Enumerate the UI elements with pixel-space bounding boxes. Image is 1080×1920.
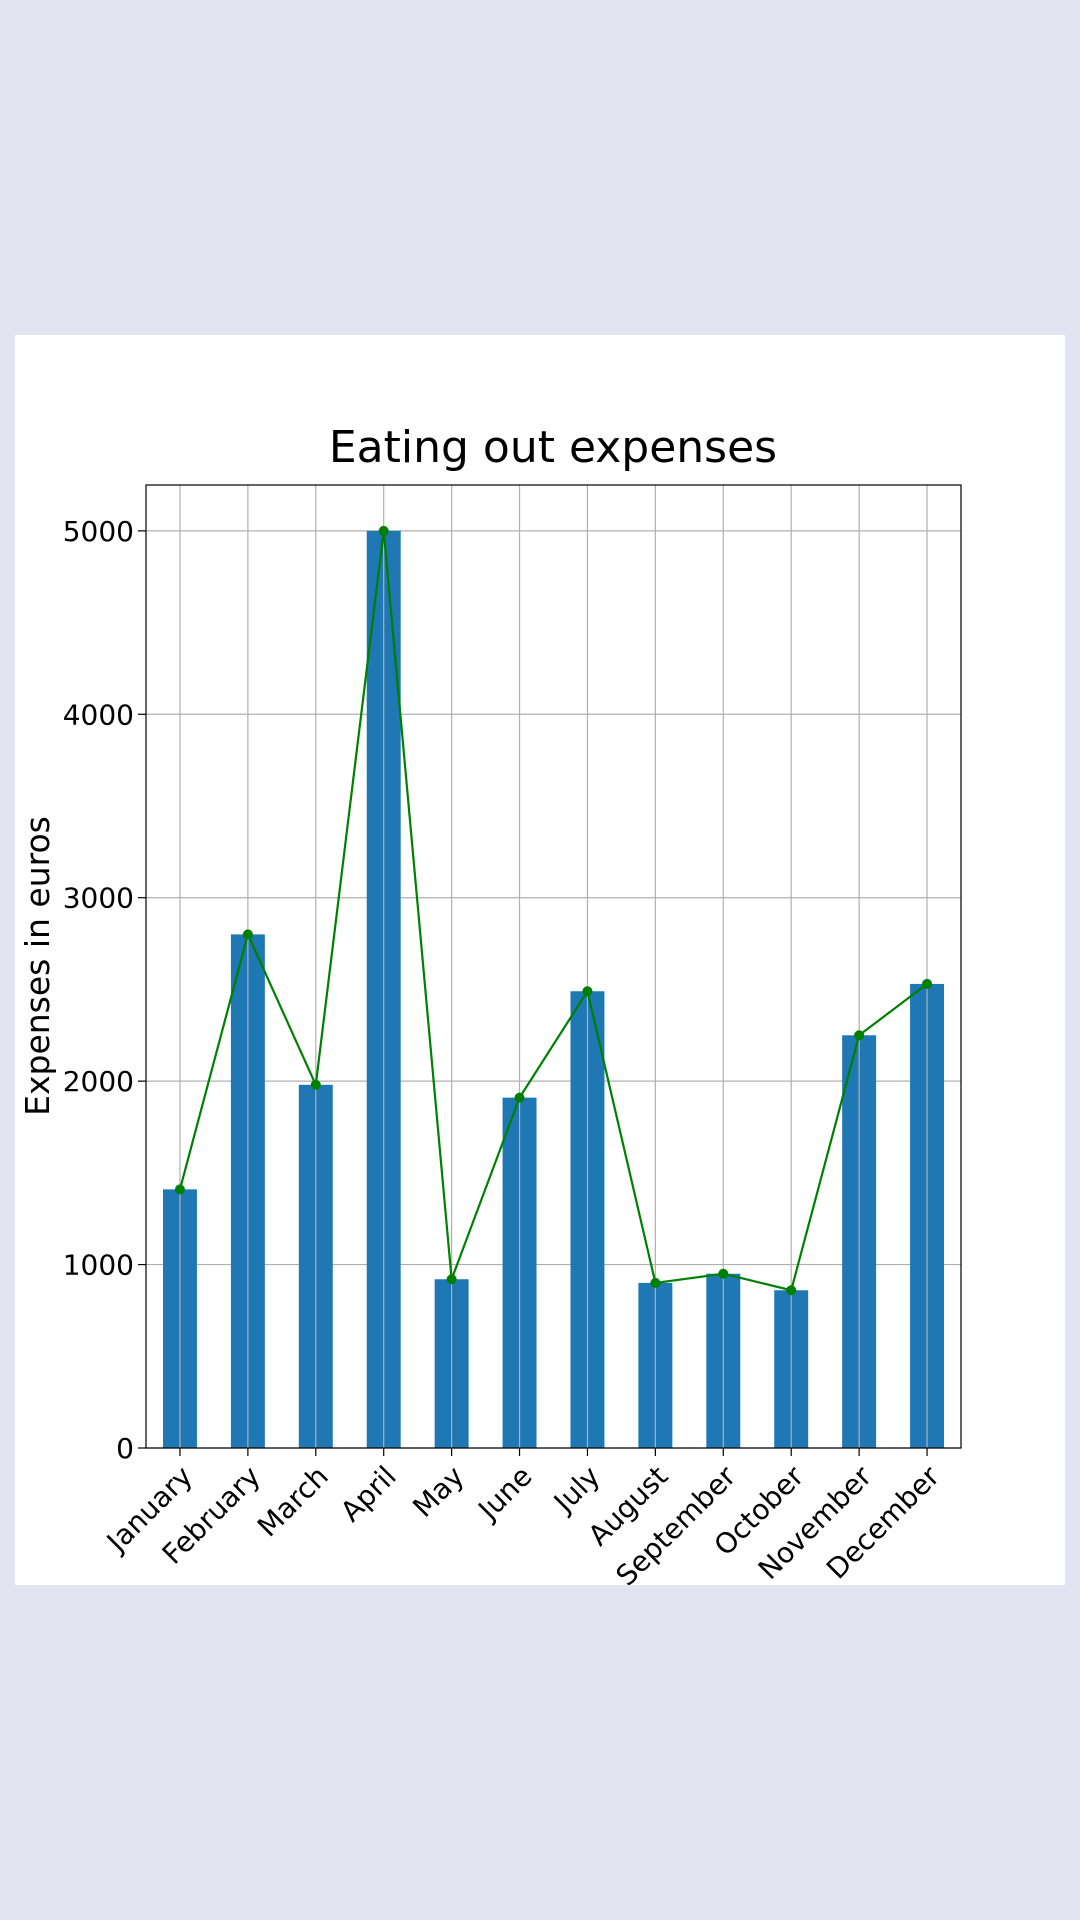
x-tick-label: July	[546, 1460, 606, 1520]
trend-point	[378, 525, 389, 536]
trend-point	[514, 1092, 525, 1103]
trend-point	[786, 1285, 797, 1296]
trend-line	[174, 485, 933, 1448]
y-tick-label: 4000	[63, 698, 134, 731]
y-tick-label: 1000	[63, 1249, 134, 1282]
grid	[146, 530, 961, 1449]
chart-title: Eating out expenses	[329, 422, 777, 473]
trend-point	[310, 1079, 321, 1090]
plot-frame	[145, 484, 962, 1449]
trend-point	[174, 1184, 185, 1195]
x-tick-label: March	[251, 1460, 335, 1544]
y-tick-label: 2000	[63, 1065, 134, 1098]
y-tick-label: 5000	[63, 515, 134, 548]
trend-point	[582, 986, 593, 997]
x-tick-label: May	[406, 1460, 470, 1524]
y-tick-label: 3000	[63, 882, 134, 915]
trend-polyline	[178, 530, 928, 1292]
x-tick-label: April	[334, 1460, 403, 1529]
trend-point	[854, 1030, 865, 1041]
trend-point	[446, 1274, 457, 1285]
y-tick-label: 0	[116, 1432, 134, 1465]
trend-point	[650, 1277, 661, 1288]
chart-svg: Eating out expenses Expenses in euros 0 1…	[18, 422, 962, 1585]
chart-card: Eating out expenses Expenses in euros 0 1…	[15, 335, 1065, 1585]
y-axis-label: Expenses in euros	[18, 816, 57, 1116]
x-tick-label: June	[471, 1460, 539, 1528]
trend-point	[718, 1268, 729, 1279]
bars	[162, 530, 945, 1448]
trend-point	[242, 929, 253, 940]
trend-point	[922, 978, 933, 989]
